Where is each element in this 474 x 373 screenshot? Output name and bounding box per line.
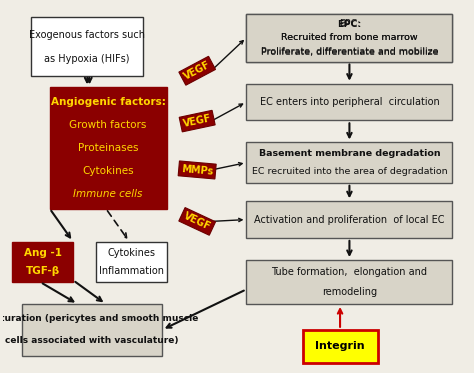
Text: VEGF: VEGF <box>182 60 212 82</box>
FancyBboxPatch shape <box>97 242 167 282</box>
FancyBboxPatch shape <box>21 304 162 355</box>
FancyBboxPatch shape <box>246 142 453 183</box>
Text: EC recruited into the area of degradation: EC recruited into the area of degradatio… <box>252 167 447 176</box>
Text: Tube formation,  elongation and: Tube formation, elongation and <box>272 267 428 278</box>
Text: EC enters into peripheral  circulation: EC enters into peripheral circulation <box>260 97 439 107</box>
FancyBboxPatch shape <box>302 330 377 363</box>
Text: Ang -1: Ang -1 <box>24 248 62 258</box>
FancyBboxPatch shape <box>246 84 453 120</box>
Text: Basement membrane degradation: Basement membrane degradation <box>259 149 440 158</box>
Text: VEGF: VEGF <box>182 113 212 129</box>
Text: cells associated with vasculature): cells associated with vasculature) <box>5 336 179 345</box>
FancyBboxPatch shape <box>50 87 167 209</box>
FancyBboxPatch shape <box>246 14 453 62</box>
Text: Recruited from bone marrow: Recruited from bone marrow <box>281 33 418 42</box>
FancyBboxPatch shape <box>246 14 453 62</box>
FancyBboxPatch shape <box>12 242 73 282</box>
Text: as Hypoxia (HIFs): as Hypoxia (HIFs) <box>45 54 130 64</box>
Text: Cytokines: Cytokines <box>108 248 155 258</box>
Text: Cytokines: Cytokines <box>82 166 134 176</box>
FancyBboxPatch shape <box>246 201 453 238</box>
Text: Activation and proliferation  of local EC: Activation and proliferation of local EC <box>254 214 445 225</box>
Text: EPC:: EPC: <box>337 19 362 29</box>
Text: Proteinases: Proteinases <box>78 143 138 153</box>
Text: MMPs: MMPs <box>181 164 214 176</box>
Text: remodeling: remodeling <box>322 286 377 297</box>
FancyBboxPatch shape <box>31 18 143 76</box>
Text: Proliferate, differentiate and mobilize: Proliferate, differentiate and mobilize <box>261 47 438 56</box>
Text: Inflammation: Inflammation <box>99 266 164 276</box>
Text: VEGF: VEGF <box>182 211 212 232</box>
Text: EPC:: EPC: <box>339 19 360 28</box>
Text: Integrin: Integrin <box>315 341 365 351</box>
Text: Proliferate, differentiate and mobilize: Proliferate, differentiate and mobilize <box>261 48 438 57</box>
FancyBboxPatch shape <box>246 260 453 304</box>
Text: Recruited from bone marrow: Recruited from bone marrow <box>281 33 418 42</box>
Text: Immune cells: Immune cells <box>73 189 143 199</box>
Text: Growth factors: Growth factors <box>70 120 147 130</box>
Text: Angiogenic factors:: Angiogenic factors: <box>51 97 165 107</box>
Text: TGF-β: TGF-β <box>26 266 60 276</box>
Text: Exogenous factors such: Exogenous factors such <box>29 30 145 40</box>
Text: Maturation (pericytes and smooth muscle: Maturation (pericytes and smooth muscle <box>0 314 199 323</box>
